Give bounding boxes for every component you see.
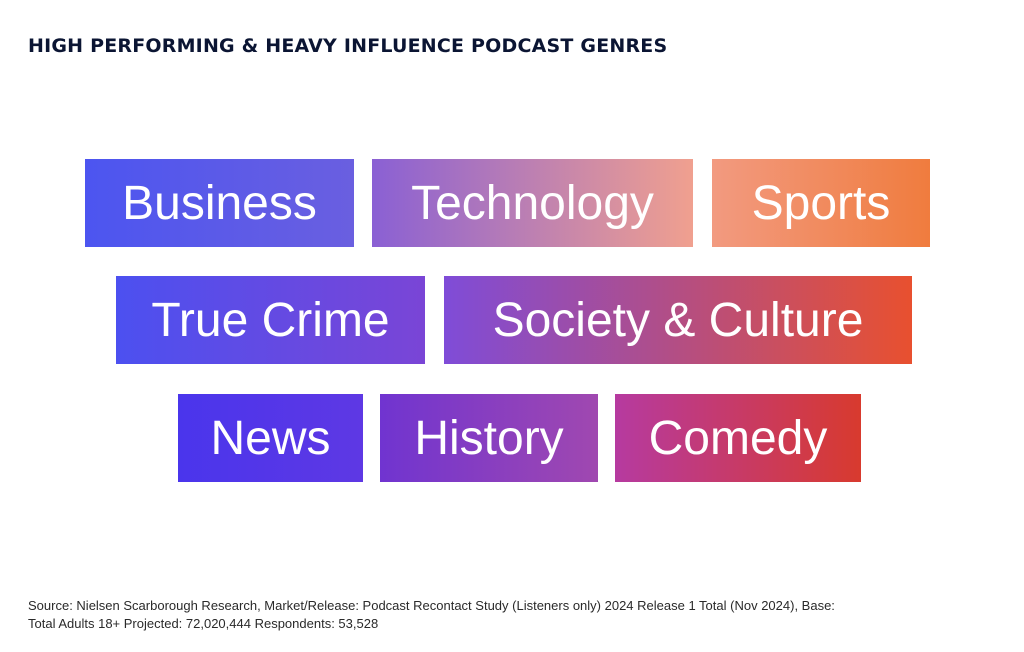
genre-tile-society-culture: Society & Culture [444, 276, 912, 364]
genre-label: History [414, 411, 564, 465]
genre-tile-technology: Technology [372, 159, 693, 247]
genre-tile-sports: Sports [712, 159, 930, 247]
source-line-2: Total Adults 18+ Projected: 72,020,444 R… [28, 616, 379, 631]
page-title: HIGH PERFORMING & HEAVY INFLUENCE PODCAS… [28, 35, 668, 57]
genre-tile-comedy: Comedy [615, 394, 861, 482]
genre-tile-true-crime: True Crime [116, 276, 425, 364]
genre-label: News [210, 411, 331, 465]
source-line-1: Source: Nielsen Scarborough Research, Ma… [28, 598, 835, 613]
genre-tile-business: Business [85, 159, 354, 247]
genre-tile-history: History [380, 394, 598, 482]
genre-label: True Crime [151, 293, 390, 347]
genre-label: Technology [411, 176, 654, 230]
genre-label: Society & Culture [492, 293, 864, 347]
genre-label: Business [122, 176, 317, 230]
source-note: Source: Nielsen Scarborough Research, Ma… [28, 597, 988, 633]
genre-label: Comedy [648, 411, 828, 465]
genre-tile-news: News [178, 394, 363, 482]
genre-label: Sports [751, 176, 891, 230]
